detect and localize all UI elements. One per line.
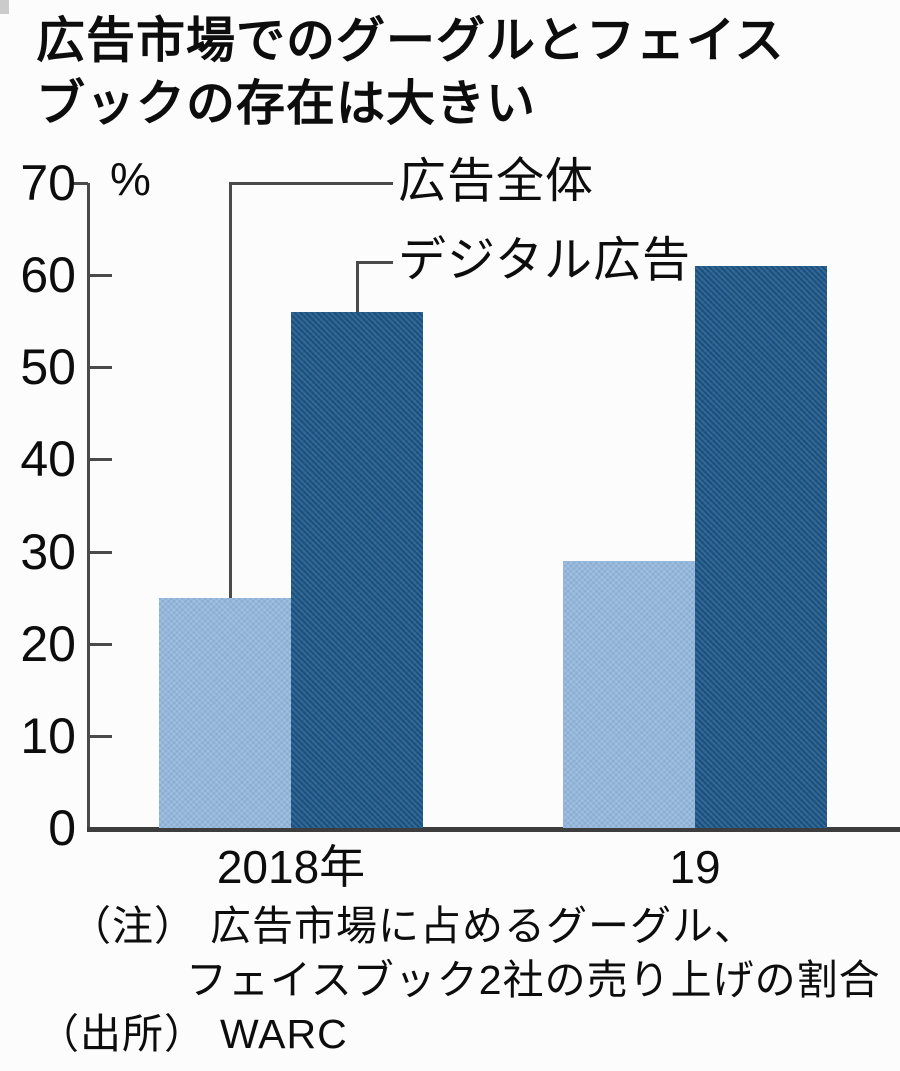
- y-tick-label-50: 50: [20, 339, 76, 396]
- y-tick-label-60: 60: [20, 247, 76, 304]
- x-axis-line: [87, 827, 900, 832]
- bar-texture: [291, 312, 423, 828]
- legend-leader-horizontal-広告全体: [229, 182, 393, 185]
- y-tick-label-40: 40: [20, 431, 76, 488]
- bar-texture: [563, 560, 695, 828]
- y-tick-10: [90, 734, 112, 738]
- y-tick-label-20: 20: [20, 615, 76, 672]
- bar-chart: % 0 10 20 30 40 50 60 70 2018年 19 広告全体デジタル広告: [20, 153, 900, 893]
- source-prefix: （出所）: [38, 1011, 206, 1057]
- source-value: WARC: [220, 1011, 348, 1057]
- legend-label-デジタル広告: デジタル広告: [398, 234, 692, 287]
- x-category-label-2018年: 2018年: [216, 841, 366, 893]
- note-text-1: 広告市場に占めるグーグル、: [210, 903, 756, 949]
- x-category-label-19: 19: [669, 841, 721, 893]
- bar-2018年-デジタル広告: [291, 312, 423, 828]
- corner-artifact: [0, 0, 9, 14]
- legend-leader-vertical-デジタル広告: [356, 261, 359, 312]
- y-tick-70: [72, 182, 88, 185]
- y-tick-label-30: 30: [20, 523, 76, 580]
- source-line: （出所） WARC: [38, 1009, 348, 1059]
- bar-19-デジタル広告: [695, 265, 827, 828]
- bar-19-広告全体: [563, 560, 695, 828]
- legend-leader-horizontal-デジタル広告: [356, 261, 393, 264]
- legend-leader-vertical-広告全体: [229, 182, 232, 598]
- y-tick-60: [90, 274, 112, 278]
- bar-texture: [159, 597, 291, 828]
- y-tick-20: [90, 642, 112, 646]
- y-tick-50: [90, 366, 112, 370]
- y-tick-label-0: 0: [48, 800, 76, 856]
- y-tick-40: [90, 458, 112, 462]
- note-text-2: フェイスブック2社の売り上げの割合: [186, 957, 881, 1003]
- note-line-2: フェイスブック2社の売り上げの割合: [186, 955, 881, 1005]
- y-tick-label-70: 70: [20, 155, 76, 211]
- bar-texture: [695, 265, 827, 828]
- legend-label-広告全体: 広告全体: [398, 155, 595, 208]
- y-tick-label-10: 10: [20, 707, 76, 764]
- y-axis-line: [87, 183, 90, 829]
- y-tick-30: [90, 550, 112, 554]
- note-prefix: （注）: [70, 903, 196, 949]
- chart-title: 広告市場でのグーグルとフェイス ブックの存在は大きい: [36, 14, 785, 131]
- note-line-1: （注） 広告市場に占めるグーグル、: [70, 901, 756, 951]
- bar-2018年-広告全体: [159, 597, 291, 828]
- y-axis-unit-label: %: [110, 153, 151, 205]
